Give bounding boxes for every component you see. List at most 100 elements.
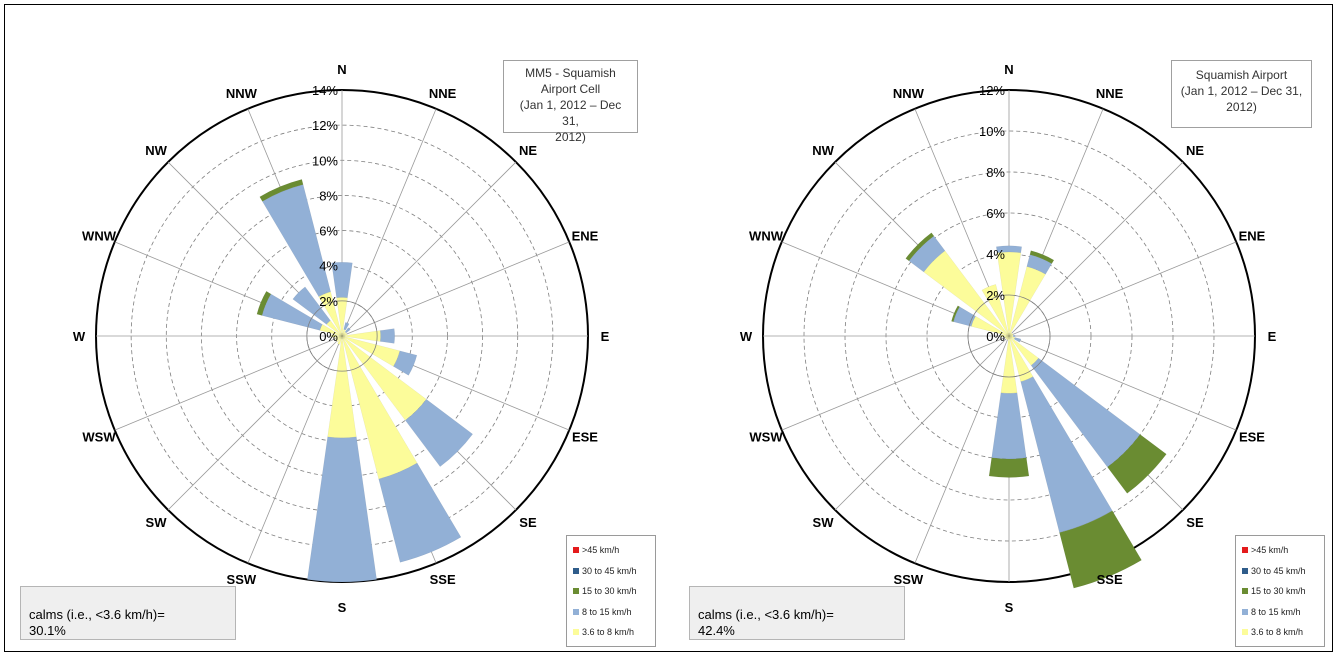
legend-swatch xyxy=(573,629,579,636)
direction-label-ne: NE xyxy=(519,143,537,158)
direction-label-sw: SW xyxy=(813,515,835,530)
legend-swatch xyxy=(1242,588,1248,595)
wedge-sw-3-6to8 xyxy=(1005,335,1010,340)
tick-label: 14% xyxy=(312,83,338,98)
direction-label-nnw: NNW xyxy=(893,86,925,101)
legend-label: 30 to 45 km/h xyxy=(1251,565,1306,576)
spoke-ssw xyxy=(247,335,343,564)
tick-label: 10% xyxy=(312,153,338,168)
direction-label-e: E xyxy=(601,329,610,344)
spoke-sw xyxy=(167,335,343,511)
legend-entry-gt45: >45 km/h xyxy=(1242,540,1318,561)
tick-label: 0% xyxy=(319,329,338,344)
legend-entry-30to45: 30 to 45 km/h xyxy=(573,561,649,582)
wedge-w-3-6to8 xyxy=(331,334,343,338)
tick-label: 4% xyxy=(986,247,1005,262)
legend-swatch xyxy=(1242,547,1248,554)
direction-label-w: W xyxy=(73,329,86,344)
direction-label-ne: NE xyxy=(1186,143,1204,158)
tick-label: 2% xyxy=(319,294,338,309)
legend-label: 3.6 to 8 km/h xyxy=(1251,627,1304,638)
wedge-n-8to15 xyxy=(996,245,1022,254)
wedge-se-15to30 xyxy=(1107,434,1167,494)
chart-2-calms-box: calms (i.e., <3.6 km/h)= 42.4% xyxy=(689,586,905,640)
tick-label: 12% xyxy=(312,118,338,133)
wedge-sse-8to15 xyxy=(378,462,462,563)
wedge-ne-3-6to8 xyxy=(341,331,347,337)
wedge-wnw-15to30 xyxy=(256,290,272,316)
legend-swatch xyxy=(573,608,579,615)
figure-frame xyxy=(4,4,1333,652)
direction-label-sse: SSE xyxy=(430,572,456,587)
legend-entry-3-6to8: 3.6 to 8 km/h xyxy=(1242,622,1318,643)
wedge-sse-8to15 xyxy=(1020,376,1113,533)
wedge-e-3-6to8 xyxy=(341,330,381,342)
wedge-s-8to15 xyxy=(991,392,1027,460)
direction-label-w: W xyxy=(740,329,753,344)
direction-label-s: S xyxy=(1005,600,1014,615)
wedge-nne-3-6to8 xyxy=(1008,266,1046,337)
direction-label-wnw: WNW xyxy=(82,228,117,243)
wedge-wsw-3-6to8 xyxy=(334,335,343,340)
spoke-ene xyxy=(341,241,570,337)
direction-label-ssw: SSW xyxy=(227,572,257,587)
legend-swatch xyxy=(573,547,579,554)
tick-label: 2% xyxy=(986,288,1005,303)
spoke-wsw xyxy=(114,335,343,431)
legend-entry-8to15: 8 to 15 km/h xyxy=(573,602,649,623)
wedge-ene-3-6to8 xyxy=(341,332,348,337)
wedge-sw-3-6to8 xyxy=(336,335,343,342)
inner-ring xyxy=(306,300,378,372)
wedge-nnw-15to30 xyxy=(259,179,304,202)
direction-label-nw: NW xyxy=(145,143,167,158)
legend-label: >45 km/h xyxy=(1251,545,1289,556)
chart-2-title: Squamish Airport (Jan 1, 2012 – Dec 31, … xyxy=(1171,60,1312,128)
wedge-w-3-6to8 xyxy=(1000,334,1010,338)
wedge-nne-8to15 xyxy=(1026,254,1053,275)
chart-1-calms-value: 30.1% xyxy=(29,623,66,638)
chart-2-calms-label: calms (i.e., <3.6 km/h)= xyxy=(698,607,834,622)
legend-label: 30 to 45 km/h xyxy=(582,565,637,576)
wedge-s-15to30 xyxy=(988,457,1030,478)
chart-1-title: MM5 - Squamish Airport Cell (Jan 1, 2012… xyxy=(503,60,638,144)
inner-ring xyxy=(967,294,1051,378)
legend-swatch xyxy=(1242,608,1248,615)
tick-label: 6% xyxy=(319,224,338,239)
legend-entry-30to45: 30 to 45 km/h xyxy=(1242,561,1318,582)
tick-label: 8% xyxy=(319,188,338,203)
wedge-sse-15to30 xyxy=(1059,510,1142,589)
wedge-se-8to15 xyxy=(404,398,474,468)
wedge-ssw-3-6to8 xyxy=(337,335,343,345)
chart-2-title-line: (Jan 1, 2012 – Dec 31, xyxy=(1180,84,1303,98)
direction-label-wnw: WNW xyxy=(749,228,784,243)
legend-swatch xyxy=(573,567,579,574)
spoke-ne xyxy=(341,161,517,337)
wedge-wnw-8to15 xyxy=(261,293,323,331)
legend-label: 15 to 30 km/h xyxy=(582,586,637,597)
tick-label: 10% xyxy=(979,124,1005,139)
direction-label-s: S xyxy=(338,600,347,615)
direction-label-ene: ENE xyxy=(572,228,599,243)
wedge-nw-8to15 xyxy=(292,286,331,325)
chart-2-title-line: 2012) xyxy=(1226,100,1257,114)
wedge-nne-8to15 xyxy=(343,322,350,331)
direction-label-nw: NW xyxy=(812,143,834,158)
wedge-ne-8to15 xyxy=(344,327,351,334)
direction-label-ssw: SSW xyxy=(894,572,924,587)
tick-label: 8% xyxy=(986,165,1005,180)
chart-1-title-line: 2012) xyxy=(555,130,586,144)
legend-entry-3-6to8: 3.6 to 8 km/h xyxy=(573,622,649,643)
legend-label: >45 km/h xyxy=(582,545,620,556)
legend-swatch xyxy=(1242,567,1248,574)
wedge-nw-15to30 xyxy=(905,232,935,262)
legend-entry-8to15: 8 to 15 km/h xyxy=(1242,602,1318,623)
legend-label: 8 to 15 km/h xyxy=(582,606,632,617)
wedge-ese-8to15 xyxy=(1013,337,1022,343)
tick-label: 6% xyxy=(986,206,1005,221)
direction-label-nne: NNE xyxy=(429,86,457,101)
legend-label: 8 to 15 km/h xyxy=(1251,606,1301,617)
direction-label-nne: NNE xyxy=(1096,86,1124,101)
wedge-ssw-3-6to8 xyxy=(1006,335,1010,341)
wedge-e-8to15 xyxy=(379,328,395,344)
